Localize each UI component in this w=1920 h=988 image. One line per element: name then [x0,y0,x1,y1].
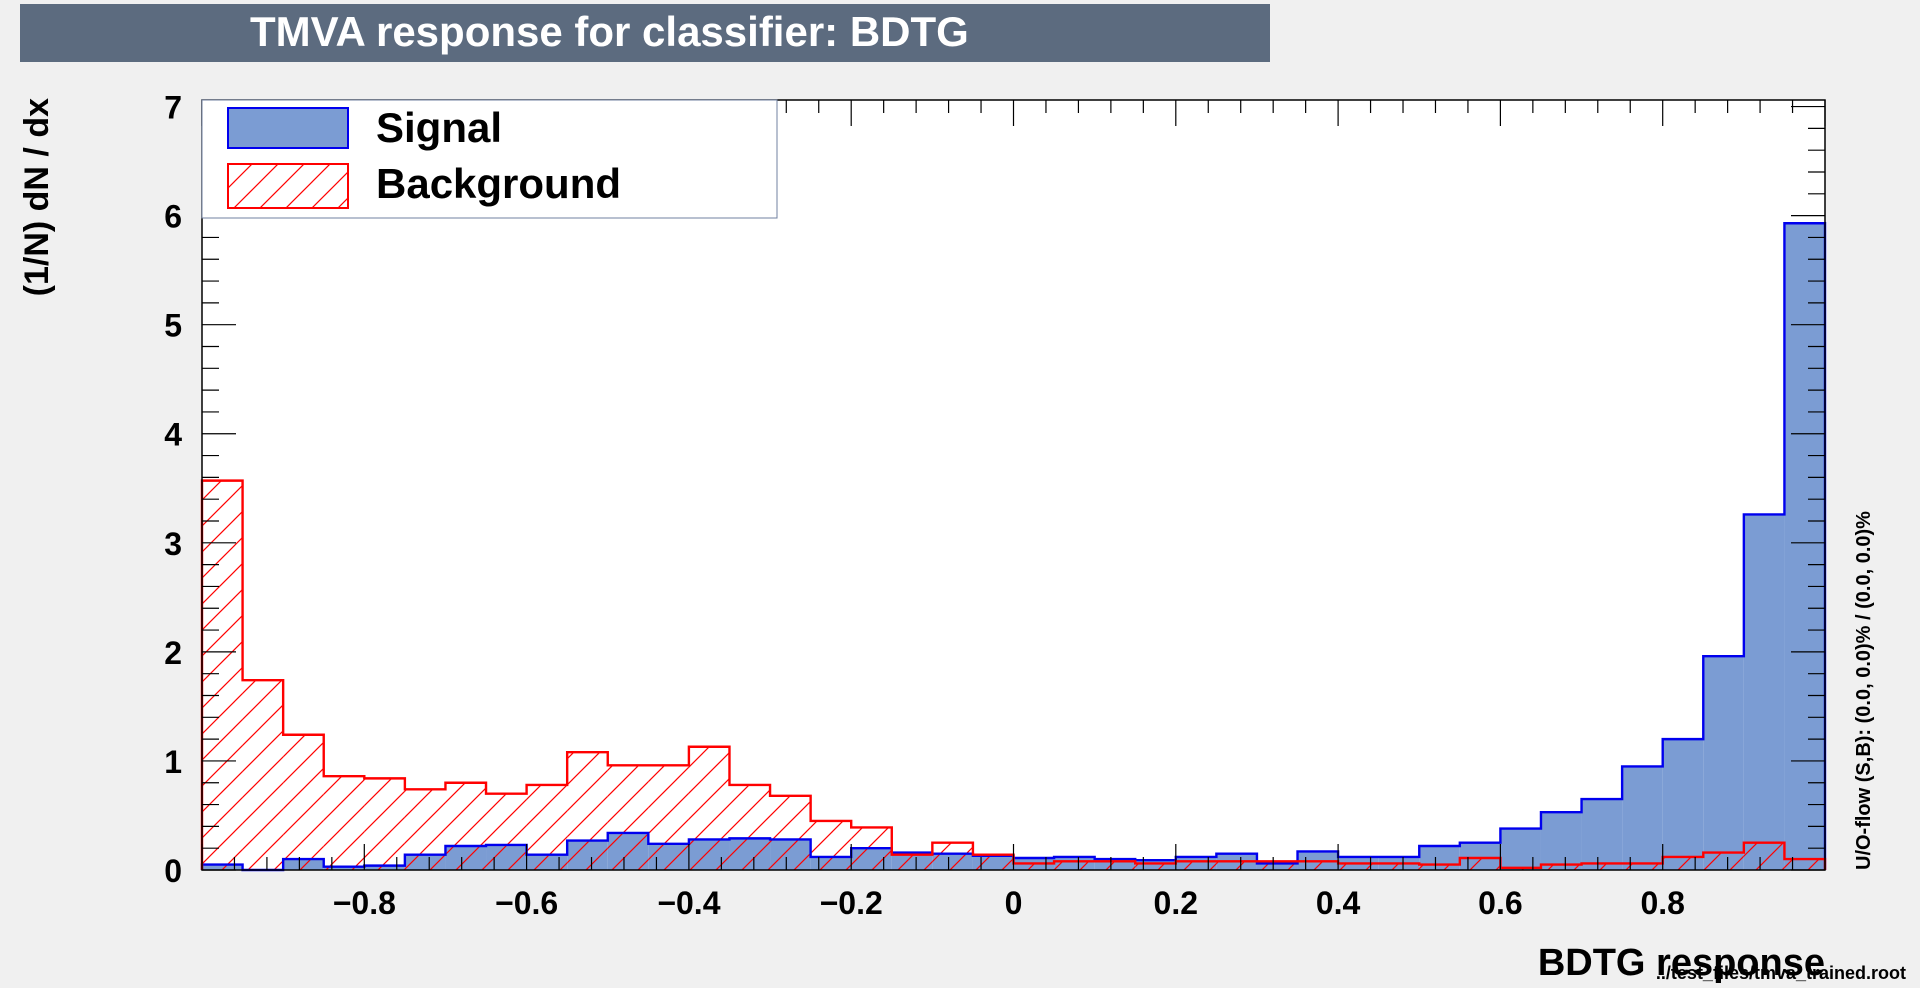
background-bin [1743,842,1785,870]
y-tick-labels: 0 1 2 3 4 5 6 7 [164,90,182,889]
y-tick-label: 3 [164,526,182,562]
background-bin [1135,863,1176,870]
background-bin [1622,863,1663,870]
signal-bin [1622,766,1663,870]
chart-title: TMVA response for classifier: BDTG [250,8,969,55]
background-bin [202,480,243,870]
background-bin [972,854,1014,870]
background-bin [526,784,568,870]
signal-bin [1784,223,1825,870]
background-bin [607,765,649,870]
y-axis-label: (1/N) dN / dx [18,98,56,296]
background-bin [648,765,689,870]
x-tick-label: −0.8 [333,885,396,921]
footer-filename: ../test_files/tmva_trained.root [1656,963,1906,983]
signal-bin [1703,656,1744,870]
background-histogram [202,480,1825,870]
plot-frame [201,99,1826,871]
background-bin [729,784,771,870]
signal-bin [1581,799,1623,870]
x-tick-label: 0.8 [1640,885,1684,921]
title-banner [20,4,1270,62]
signal-bin [1540,812,1582,870]
background-bin [770,795,811,870]
background-bin [1784,859,1825,870]
background-bin [1378,863,1420,870]
background-bin [1581,863,1623,870]
background-bin [486,793,527,870]
signal-bin [1743,514,1785,870]
background-bin [283,734,324,870]
background-bin [1054,861,1095,870]
y-tick-label: 5 [164,308,182,344]
background-bin [242,680,284,870]
background-bin [445,782,487,870]
legend-signal-label: Signal [376,104,502,151]
background-bin [1013,863,1055,870]
plot-area [202,100,1825,870]
overflow-label: U/O-flow (S,B): (0.0, 0.0)% / (0.0, 0.0)… [1853,511,1875,870]
background-bin [1256,861,1298,870]
background-bin [891,854,933,870]
background-bin [688,746,730,870]
background-bin [932,842,973,870]
x-tick-label: 0.4 [1316,885,1361,921]
legend-background-swatch [227,163,349,209]
background-bin [1662,856,1704,870]
background-bin [1703,852,1744,870]
x-tick-label: 0 [1005,885,1023,921]
x-tick-label: −0.6 [495,885,558,921]
signal-bin [1500,828,1541,870]
y-tick-label: 7 [164,90,182,126]
background-bin [567,752,608,870]
x-tick-labels: −0.8 −0.6 −0.4 −0.2 0 0.2 0.4 0.6 0.8 [333,885,1685,921]
background-bin [1175,861,1217,870]
background-bin [323,776,365,870]
signal-bin [1662,739,1704,870]
background-outline [200,479,1827,870]
background-bin [1338,863,1379,870]
y-tick-label: 2 [164,635,182,671]
background-bin [1419,864,1460,870]
y-tick-label: 4 [164,417,182,453]
y-tick-label: 1 [164,744,182,780]
x-tick-label: 0.6 [1478,885,1522,921]
legend: Signal Background [201,99,778,219]
y-tick-label: 6 [164,199,182,235]
x-tick-label: −0.4 [657,885,720,921]
background-bin [1094,861,1136,870]
background-bin [1216,861,1257,870]
background-bin [1540,864,1582,870]
background-bin [1459,858,1501,870]
background-bin [810,820,852,870]
legend-signal-swatch [227,107,349,149]
background-bin [364,778,405,870]
x-axis-label: BDTG response [1538,942,1825,984]
x-tick-label: 0.2 [1154,885,1198,921]
background-bin [1297,861,1339,870]
legend-background-label: Background [376,160,621,207]
x-tick-label: −0.2 [820,885,883,921]
y-tick-label: 0 [164,853,182,889]
background-bin [404,789,446,870]
